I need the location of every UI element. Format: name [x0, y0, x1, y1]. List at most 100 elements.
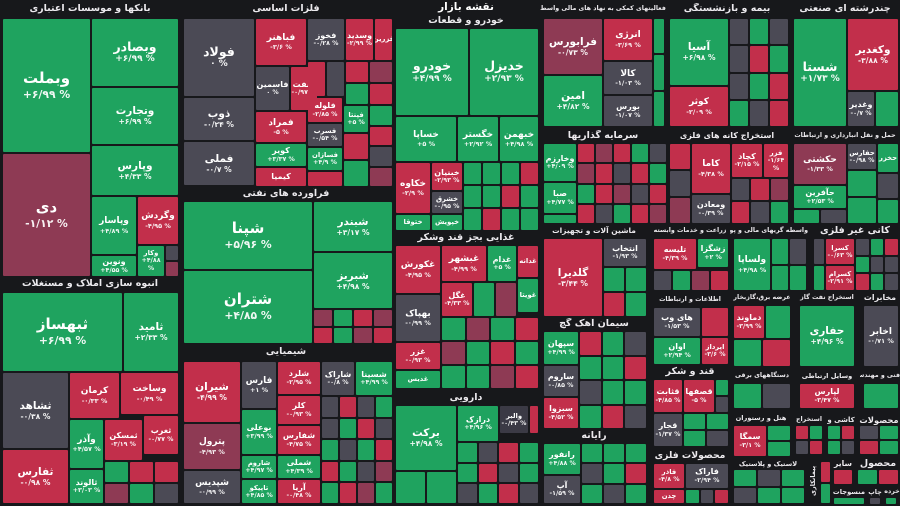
stock-tile[interactable]: انتخاب -۱/۹۳ % [604, 239, 646, 266]
stock-tile-unlabeled[interactable] [650, 204, 666, 223]
stock-tile-unlabeled[interactable] [842, 441, 854, 454]
stock-tile[interactable]: حکشتی -۱/۳۳ % [794, 144, 846, 184]
stock-tile-unlabeled[interactable] [768, 426, 790, 440]
stock-tile[interactable]: ثامید +۲/۳۳ % [124, 293, 178, 371]
stock-tile-unlabeled[interactable] [596, 164, 612, 183]
stock-tile[interactable]: ومعادن -۰/۳۹ % [692, 195, 730, 223]
stock-tile-unlabeled[interactable] [322, 397, 338, 417]
stock-tile[interactable]: شاراک -۰/۸ % [322, 362, 354, 395]
stock-tile-unlabeled[interactable] [499, 463, 518, 483]
stock-tile-unlabeled[interactable] [692, 271, 709, 290]
stock-tile-unlabeled[interactable] [632, 204, 648, 223]
stock-tile-unlabeled[interactable] [478, 443, 497, 462]
stock-tile-unlabeled[interactable] [856, 274, 869, 290]
stock-tile-unlabeled[interactable] [427, 472, 456, 503]
stock-tile[interactable]: قصفها -۵ % [684, 380, 714, 412]
stock-tile-unlabeled[interactable] [327, 62, 344, 96]
stock-tile[interactable]: ساروم -۰/۸۵ % [544, 366, 578, 396]
stock-tile[interactable]: زشگزا +۲ % [698, 239, 728, 267]
stock-tile-unlabeled[interactable] [751, 202, 769, 223]
stock-tile[interactable]: کالا -۱/۰۳ % [604, 62, 652, 94]
stock-tile-unlabeled[interactable] [602, 356, 624, 379]
stock-tile[interactable]: فزرین [375, 19, 392, 60]
stock-tile[interactable]: شسینا +۴/۹۹ % [356, 362, 392, 395]
stock-tile[interactable]: شبندر +۳/۱۷ % [314, 202, 392, 251]
stock-tile-unlabeled[interactable] [768, 442, 790, 456]
stock-tile[interactable]: والبر -۰/۴۳ % [500, 406, 528, 433]
stock-tile-unlabeled[interactable] [466, 342, 489, 364]
stock-tile-unlabeled[interactable] [715, 490, 728, 503]
stock-tile-unlabeled[interactable] [707, 414, 728, 429]
stock-tile[interactable]: فسازان +۴/۹ % [308, 148, 342, 170]
stock-tile[interactable]: غدیس [396, 371, 440, 388]
stock-tile-unlabeled[interactable] [346, 62, 368, 82]
stock-tile-unlabeled[interactable] [370, 167, 392, 186]
stock-tile-unlabeled[interactable] [376, 483, 392, 503]
stock-tile[interactable]: ونوین +۴/۵۵ % [92, 256, 136, 276]
stock-tile-unlabeled[interactable] [322, 483, 338, 503]
stock-tile-unlabeled[interactable] [466, 318, 489, 340]
stock-tile[interactable]: بهپاک -۰/۹۹ % [396, 295, 440, 341]
stock-tile[interactable]: وآذر +۴/۵۷ % [70, 420, 103, 468]
stock-tile[interactable]: خشرق -۰/۹۵ % [432, 192, 462, 213]
stock-tile[interactable]: امین +۴/۸۲ % [544, 76, 602, 126]
stock-tile[interactable]: وگردش -۴/۹۵ % [138, 197, 178, 244]
stock-tile[interactable]: قجار -۱/۳۷ % [654, 414, 682, 446]
stock-tile-unlabeled[interactable] [105, 483, 128, 503]
stock-tile-unlabeled[interactable] [530, 406, 538, 433]
stock-tile-unlabeled[interactable] [730, 100, 748, 126]
stock-tile-unlabeled[interactable] [625, 381, 646, 404]
stock-tile-unlabeled[interactable] [376, 440, 392, 460]
stock-tile[interactable]: فرابورس -۰/۷۳ % [544, 19, 602, 74]
stock-tile-unlabeled[interactable] [322, 440, 338, 460]
stock-tile[interactable]: خگستر +۲/۹۲ % [458, 117, 498, 161]
stock-tile-unlabeled[interactable] [758, 470, 780, 486]
stock-tile-unlabeled[interactable] [707, 431, 728, 446]
stock-tile-unlabeled[interactable] [770, 19, 788, 45]
stock-tile-unlabeled[interactable] [519, 484, 538, 503]
stock-tile-unlabeled[interactable] [821, 210, 846, 223]
stock-tile-unlabeled[interactable] [580, 356, 601, 379]
stock-tile-unlabeled[interactable] [828, 441, 840, 454]
stock-tile-unlabeled[interactable] [308, 62, 325, 96]
stock-tile[interactable]: صبا +۴/۷۷ % [544, 183, 576, 213]
stock-tile-unlabeled[interactable] [604, 444, 624, 463]
stock-tile-unlabeled[interactable] [626, 268, 646, 291]
stock-tile-unlabeled[interactable] [730, 73, 748, 99]
stock-tile-unlabeled[interactable] [478, 484, 497, 503]
stock-tile-unlabeled[interactable] [686, 490, 699, 503]
stock-tile-unlabeled[interactable] [376, 461, 392, 482]
stock-tile-unlabeled[interactable] [499, 443, 518, 462]
stock-tile-unlabeled[interactable] [370, 126, 392, 145]
stock-tile-unlabeled[interactable] [578, 204, 594, 223]
stock-tile-unlabeled[interactable] [796, 426, 808, 439]
stock-tile[interactable]: آریا -۰/۴۸ % [278, 480, 320, 503]
stock-tile[interactable]: شاروم +۴/۹۷ % [242, 456, 276, 478]
stock-tile-unlabeled[interactable] [155, 462, 178, 482]
stock-tile-unlabeled[interactable] [625, 332, 646, 355]
stock-tile-unlabeled[interactable] [790, 265, 806, 290]
stock-tile-unlabeled[interactable] [344, 134, 368, 159]
stock-tile[interactable]: درازک +۴/۹۶ % [458, 406, 498, 441]
stock-tile[interactable]: خدیزل +۲/۹۳ % [470, 29, 538, 115]
stock-tile-unlabeled[interactable] [670, 171, 690, 196]
stock-tile[interactable]: غکورش -۴/۹۵ % [396, 246, 440, 293]
stock-tile-unlabeled[interactable] [478, 463, 497, 483]
stock-tile-unlabeled[interactable] [166, 262, 178, 276]
stock-tile[interactable]: فارس +۱ % [242, 362, 276, 408]
stock-tile-unlabeled[interactable] [155, 483, 178, 503]
stock-tile-unlabeled[interactable] [860, 426, 878, 439]
stock-tile-unlabeled[interactable] [848, 198, 876, 223]
stock-tile-unlabeled[interactable] [828, 426, 840, 439]
stock-tile[interactable]: شبریز +۴/۹۸ % [314, 253, 392, 308]
stock-tile[interactable]: خکاوه -۲/۹ % [396, 163, 430, 213]
stock-tile-unlabeled[interactable] [334, 310, 352, 326]
stock-tile-unlabeled[interactable] [834, 498, 864, 504]
stock-tile-unlabeled[interactable] [578, 164, 594, 183]
stock-tile-unlabeled[interactable] [354, 310, 372, 326]
stock-tile-unlabeled[interactable] [604, 293, 624, 316]
stock-tile[interactable]: غزر -۰/۹۳ % [396, 343, 440, 369]
stock-tile-unlabeled[interactable] [702, 308, 728, 336]
stock-tile[interactable]: شتران +۴/۸۵ % [184, 271, 312, 343]
stock-tile[interactable]: غدام +۵ % [488, 246, 516, 281]
